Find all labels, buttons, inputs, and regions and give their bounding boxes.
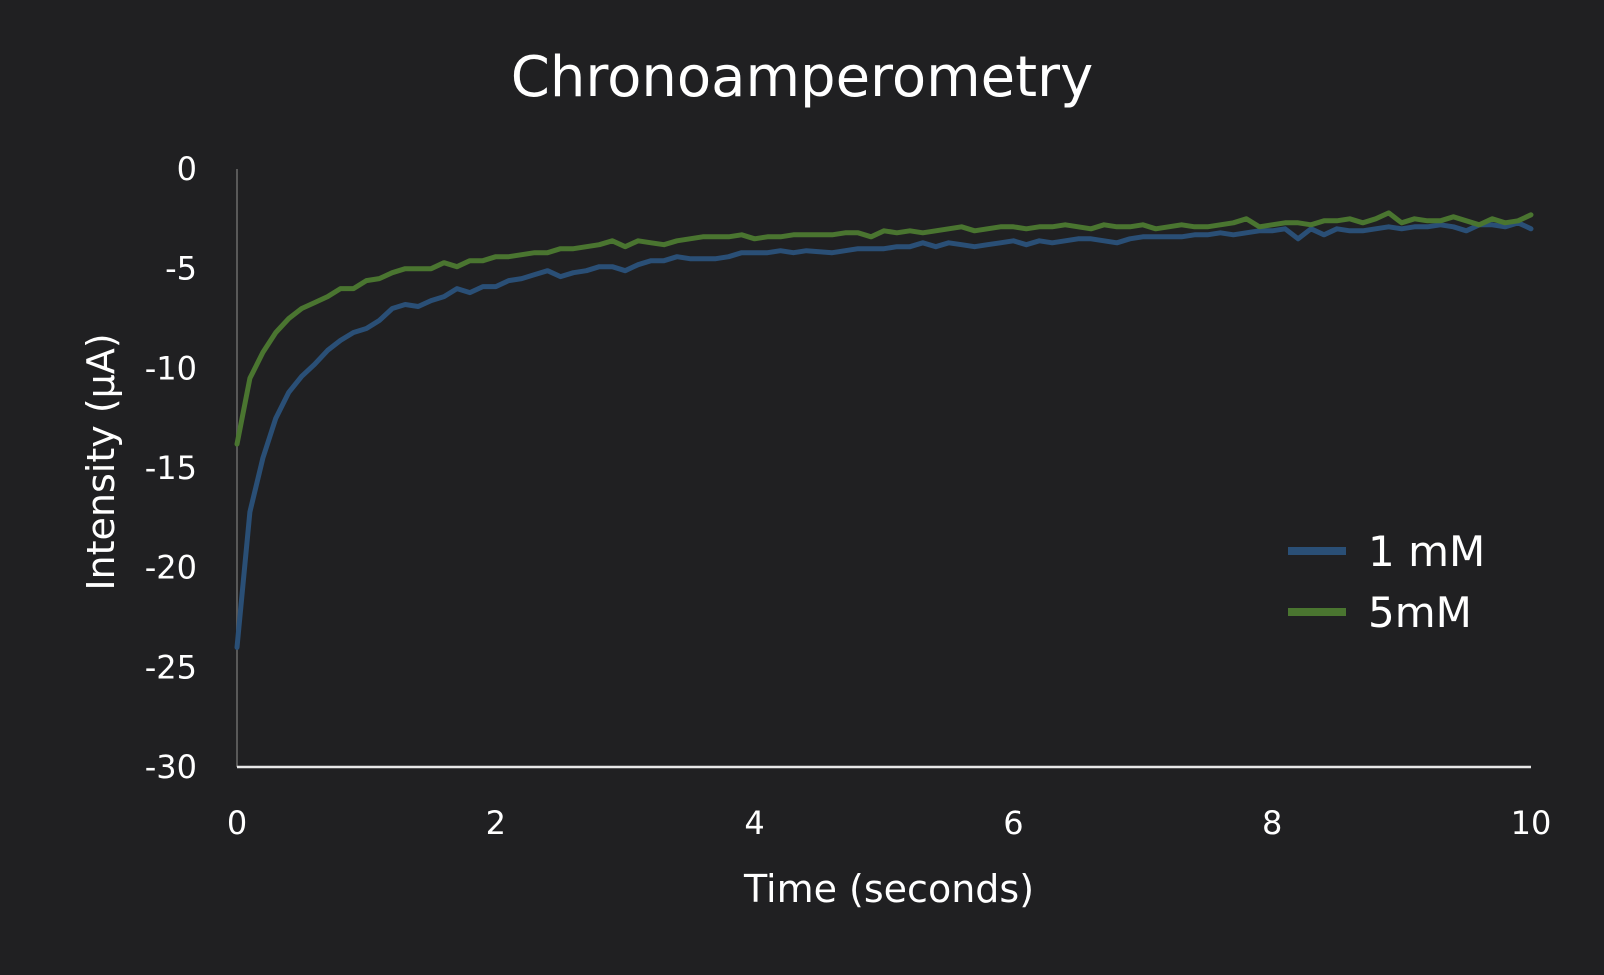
legend: 1 mM 5mM [1288, 527, 1485, 637]
chart-title: Chronoamperometry [511, 45, 1093, 110]
x-tick-label: 6 [1003, 804, 1023, 842]
y-tick-label: 0 [177, 150, 197, 188]
y-tick-label: -5 [165, 250, 197, 288]
x-axis-title: Time (seconds) [743, 867, 1034, 911]
y-tick-label: -25 [145, 648, 197, 686]
x-tick-label: 10 [1511, 804, 1552, 842]
series-line-b [234, 210, 1534, 447]
y-tick-label: -15 [145, 449, 197, 487]
x-tick-label: 8 [1262, 804, 1282, 842]
x-tick-label: 0 [227, 804, 247, 842]
y-tick-labels: 0 -5 -10 -15 -20 -25 -30 [145, 150, 197, 786]
y-tick-label: -30 [145, 748, 197, 786]
legend-label: 1 mM [1368, 527, 1485, 576]
y-axis-title: Intensity (μA) [79, 333, 123, 590]
axes [236, 169, 1531, 769]
series-lines [234, 210, 1534, 650]
x-tick-labels: 0 2 4 6 8 10 [227, 804, 1552, 842]
y-tick-label: -10 [145, 349, 197, 387]
y-tick-label: -20 [145, 549, 197, 587]
x-tick-label: 2 [486, 804, 506, 842]
x-tick-label: 4 [744, 804, 764, 842]
series-line-a [234, 220, 1534, 650]
legend-label: 5mM [1368, 588, 1472, 637]
